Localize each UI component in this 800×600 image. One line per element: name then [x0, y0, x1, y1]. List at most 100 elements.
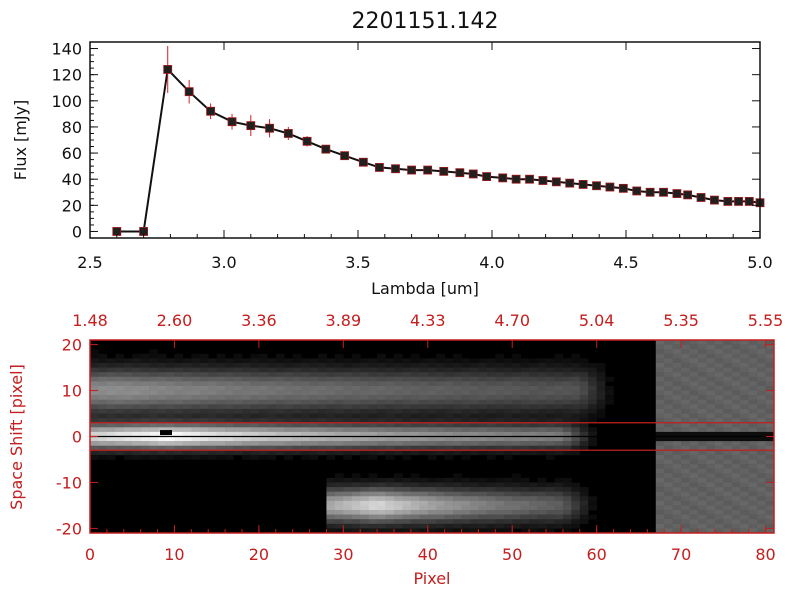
image-pixel: [258, 390, 268, 396]
image-pixel: [216, 362, 226, 368]
image-pixel: [132, 454, 141, 460]
image-pixel: [453, 436, 462, 442]
image-pixel: [512, 473, 521, 479]
image-pixel: [149, 450, 158, 456]
image-pixel: [174, 422, 184, 428]
image-pixel: [284, 422, 293, 428]
image-pixel: [698, 353, 707, 359]
image-pixel: [723, 340, 733, 345]
image-pixel: [546, 454, 555, 460]
image-pixel: [216, 441, 226, 446]
image-pixel: [579, 376, 589, 382]
image-pixel: [258, 454, 268, 460]
image-pixel: [427, 381, 437, 387]
image-pixel: [748, 510, 758, 515]
image-pixel: [664, 344, 673, 350]
image-pixel: [672, 468, 682, 474]
image-pixel: [267, 413, 277, 419]
image-pixel: [385, 445, 395, 451]
image-pixel: [689, 422, 699, 428]
image-pixel: [149, 390, 158, 396]
image-pixel: [740, 422, 749, 428]
image-pixel: [436, 362, 445, 368]
image-pixel: [672, 362, 682, 368]
image-pixel: [546, 500, 555, 506]
image-pixel: [571, 367, 581, 373]
image-pixel: [520, 367, 530, 373]
image-pixel: [546, 381, 555, 387]
image-pixel: [242, 427, 251, 433]
image-pixel: [503, 358, 513, 364]
image-pixel: [98, 353, 108, 359]
image-pixel: [216, 395, 226, 401]
image-pixel: [402, 514, 412, 520]
image-pixel: [537, 367, 547, 373]
image-pixel: [233, 390, 243, 396]
image-pixel: [486, 408, 496, 414]
image-pixel: [554, 450, 564, 456]
image-pixel: [714, 404, 724, 410]
image-pixel: [453, 510, 462, 515]
image-pixel: [360, 427, 369, 433]
image-pixel: [334, 390, 344, 396]
image-pixel: [258, 408, 268, 414]
image-pixel: [757, 496, 766, 502]
image-pixel: [672, 500, 682, 506]
image-pixel: [199, 418, 209, 424]
image-top-tick-label: 4.70: [494, 311, 530, 330]
image-pixel: [402, 362, 412, 368]
spectrum-y-tick-label: 140: [51, 40, 82, 59]
image-pixel: [242, 362, 251, 368]
image-pixel: [706, 349, 716, 355]
image-pixel: [309, 395, 319, 401]
image-pixel: [427, 482, 437, 488]
image-pixel: [275, 367, 285, 373]
image-pixel: [208, 372, 217, 378]
image-pixel: [681, 505, 690, 511]
image-pixel: [216, 385, 226, 391]
image-pixel: [470, 441, 479, 446]
spectrum-point: [163, 65, 173, 74]
image-pixel: [334, 441, 344, 446]
image-pixel: [132, 413, 141, 419]
image-pixel: [377, 491, 386, 497]
image-pixel: [267, 395, 277, 401]
image-pixel: [250, 450, 260, 456]
image-pixel: [360, 362, 369, 368]
image-pixel: [191, 436, 201, 442]
image-pixel: [562, 477, 572, 483]
image-pixel: [605, 395, 614, 401]
image-pixel: [106, 436, 116, 442]
image-pixel: [343, 441, 353, 446]
image-pixel: [98, 454, 108, 460]
image-pixel: [326, 418, 336, 424]
image-pixel: [748, 362, 758, 368]
image-pixel: [419, 362, 429, 368]
image-pixel: [529, 445, 538, 451]
image-pixel: [149, 399, 158, 405]
image-pixel: [436, 496, 445, 502]
image-pixel: [740, 519, 749, 525]
image-pixel: [706, 372, 716, 378]
image-pixel: [436, 385, 445, 391]
image-pixel: [470, 395, 479, 401]
image-pixel: [182, 436, 192, 442]
image-pixel: [579, 514, 589, 520]
image-pixel: [368, 514, 378, 520]
image-pixel: [115, 381, 125, 387]
image-pixel: [444, 496, 454, 502]
image-pixel: [216, 408, 226, 414]
image-pixel: [757, 362, 766, 368]
image-pixel: [343, 404, 353, 410]
image-pixel: [503, 487, 513, 492]
image-pixel: [765, 450, 775, 456]
image-pixel: [689, 358, 699, 364]
image-pixel: [90, 422, 99, 428]
image-pixel: [672, 422, 682, 428]
image-pixel: [520, 505, 530, 511]
spectrum-point: [184, 87, 194, 97]
image-pixel: [284, 436, 293, 442]
image-pixel: [765, 487, 775, 492]
image-pixel: [115, 395, 125, 401]
image-pixel: [351, 500, 361, 506]
